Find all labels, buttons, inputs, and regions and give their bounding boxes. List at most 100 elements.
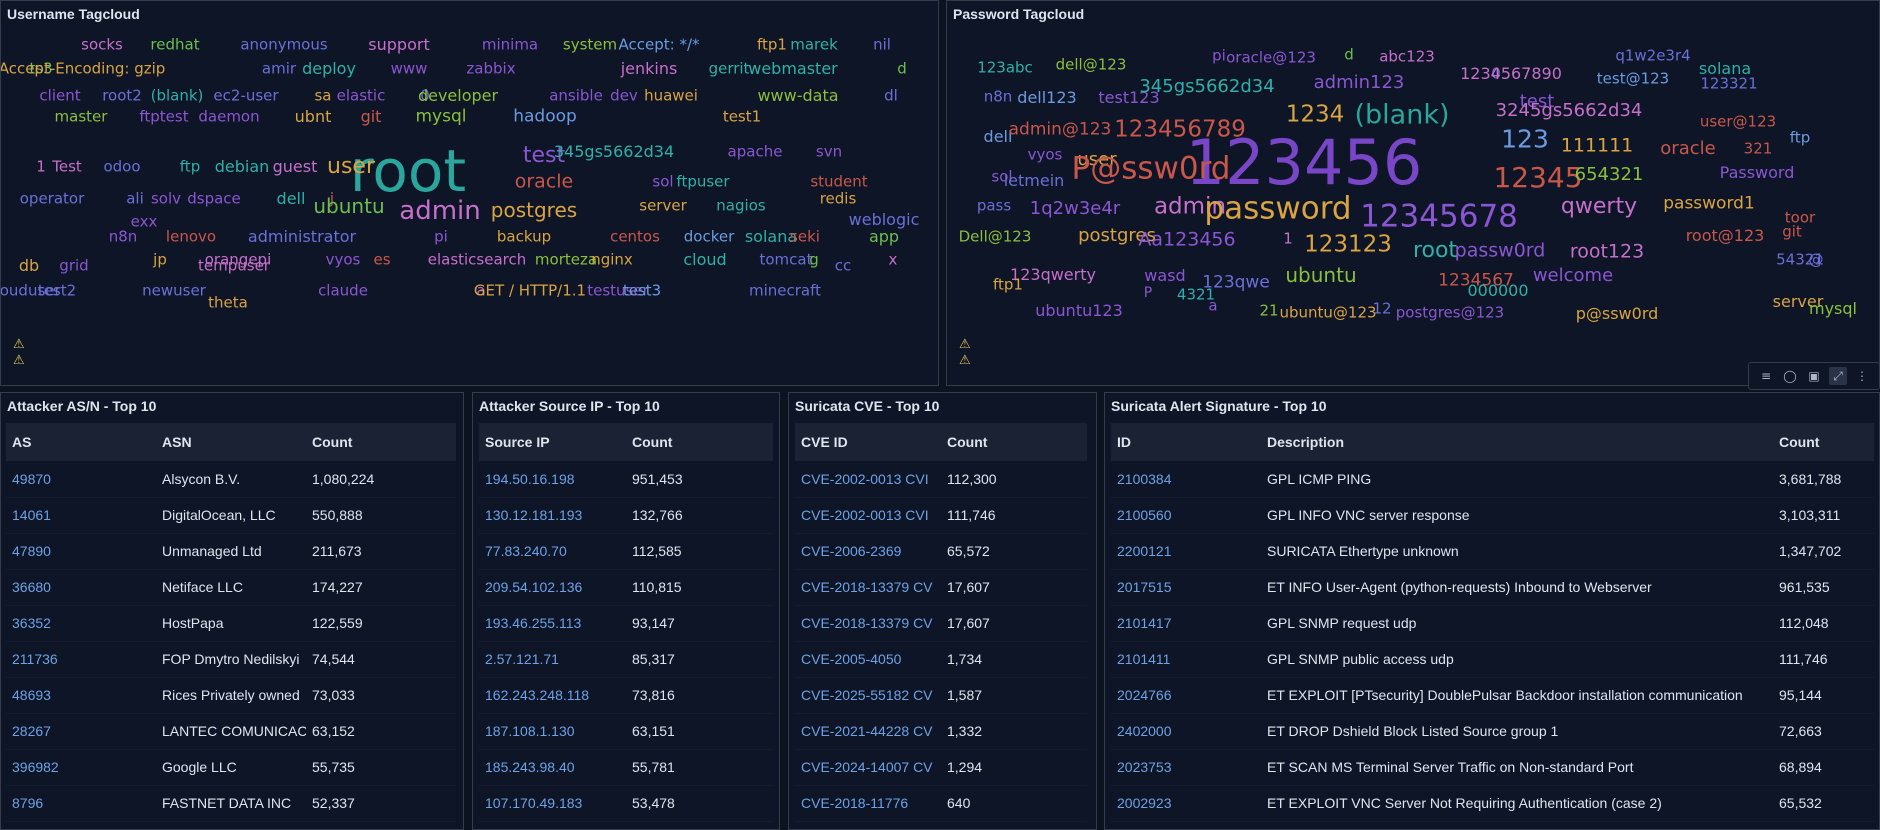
table-cell[interactable]: 14061 xyxy=(6,497,156,534)
tag[interactable]: Password xyxy=(1719,163,1795,182)
tag[interactable]: root123 xyxy=(1569,240,1645,263)
tag[interactable]: administrator xyxy=(247,227,357,246)
tag[interactable]: a xyxy=(476,281,486,300)
tag[interactable]: redis xyxy=(819,189,857,208)
tag[interactable]: elasticsearch xyxy=(427,250,527,269)
table-cell[interactable]: CVE-2025-55182 CV xyxy=(795,677,941,714)
table-cell[interactable]: 2101411 xyxy=(1111,641,1261,678)
tag[interactable]: master xyxy=(54,107,108,126)
tag[interactable]: 1234 xyxy=(1285,101,1345,128)
tag[interactable]: password xyxy=(1204,190,1352,227)
tag[interactable]: 12345 xyxy=(1493,161,1583,194)
tag[interactable]: 3245gs5662d34 xyxy=(1495,100,1643,121)
tag[interactable]: 123qwerty xyxy=(1010,265,1096,284)
tag[interactable]: password1 xyxy=(1663,193,1755,214)
tag[interactable]: mysql xyxy=(415,106,467,127)
tag[interactable]: root xyxy=(1412,238,1458,263)
tag[interactable]: nginx xyxy=(591,250,633,269)
tag[interactable]: d xyxy=(897,59,907,78)
tag[interactable]: developer xyxy=(417,86,499,105)
tag[interactable]: dev xyxy=(610,86,638,105)
tag[interactable]: oracle xyxy=(1660,138,1716,159)
tag[interactable]: Accept: */* xyxy=(618,35,700,54)
tag[interactable]: zabbix xyxy=(466,59,516,78)
tag[interactable]: (blank) xyxy=(1354,99,1450,131)
tag[interactable]: 1234567890 xyxy=(1460,64,1562,83)
tag[interactable]: n8n xyxy=(983,87,1013,106)
tag[interactable]: system xyxy=(562,35,618,54)
tag[interactable]: j xyxy=(329,189,335,208)
tag[interactable]: qwerty xyxy=(1560,194,1638,219)
tag[interactable]: exx xyxy=(130,212,158,231)
table-cell[interactable]: CVE-2002-0013 CVI xyxy=(795,497,941,534)
tag[interactable]: claude xyxy=(318,281,368,300)
tag[interactable]: 54321 xyxy=(1776,250,1824,269)
tag[interactable]: jp xyxy=(153,250,167,269)
tag[interactable]: redhat xyxy=(150,35,200,54)
tag[interactable]: daemon xyxy=(198,107,260,126)
tag[interactable]: Accept-Encoding: gzip xyxy=(0,59,166,78)
table-cell[interactable]: 2101417 xyxy=(1111,605,1261,642)
tag[interactable]: g xyxy=(809,250,819,269)
tag[interactable]: test@123 xyxy=(1596,69,1670,88)
tag[interactable]: ec2-user xyxy=(213,86,279,105)
tag[interactable]: welcome xyxy=(1532,265,1614,286)
tag[interactable]: letmein xyxy=(1003,171,1065,190)
table-cell[interactable]: 2002923 xyxy=(1111,785,1261,822)
tag[interactable]: 123qwe xyxy=(1202,272,1270,293)
column-header[interactable]: ID xyxy=(1111,423,1261,461)
tag[interactable]: root xyxy=(349,137,467,205)
tag[interactable]: ts3 xyxy=(29,59,53,78)
tag[interactable]: dl xyxy=(884,86,898,105)
tag[interactable]: seki xyxy=(790,227,820,246)
tag[interactable]: clouduser xyxy=(0,281,61,300)
tag[interactable]: dell xyxy=(276,189,306,208)
tag[interactable]: test xyxy=(1519,91,1555,112)
tag[interactable]: lenovo xyxy=(165,227,217,246)
column-header[interactable]: AS xyxy=(6,423,156,461)
tag[interactable]: 12 xyxy=(1372,299,1392,318)
tag[interactable]: test xyxy=(522,143,566,168)
tag[interactable]: Dell@123 xyxy=(958,227,1032,246)
tag[interactable]: ansible xyxy=(549,86,603,105)
tag[interactable]: 345gs5662d34 xyxy=(1139,76,1275,97)
table-cell[interactable]: 2024766 xyxy=(1111,677,1261,714)
table-cell[interactable]: 36352 xyxy=(6,605,156,642)
tag[interactable]: dell@123 xyxy=(1055,55,1127,74)
column-header[interactable]: CVE ID xyxy=(795,423,941,461)
tag[interactable]: ftp1 xyxy=(757,35,787,54)
tag[interactable]: toor xyxy=(1784,208,1816,227)
tag[interactable]: d xyxy=(1344,45,1354,64)
table-cell[interactable]: CVE-2002-0013 CVI xyxy=(795,461,941,498)
table-cell[interactable]: 2023753 xyxy=(1111,749,1261,786)
warning-icon[interactable]: ⚠ xyxy=(959,337,971,352)
tag[interactable]: es xyxy=(373,250,391,269)
tag[interactable]: abc123 xyxy=(1379,47,1435,66)
tag[interactable]: apache xyxy=(727,142,783,161)
tag[interactable]: sol xyxy=(652,172,674,191)
tag[interactable]: sol xyxy=(991,167,1013,186)
table-cell[interactable]: 162.243.248.118 xyxy=(479,677,626,714)
tag[interactable]: nil xyxy=(873,35,891,54)
tag[interactable]: oracle xyxy=(514,170,574,193)
tag[interactable]: solana xyxy=(744,227,798,246)
tag[interactable]: dspace xyxy=(187,189,241,208)
table-cell[interactable]: CVE-2021-44228 CV xyxy=(795,713,941,750)
tag[interactable]: sa xyxy=(314,86,332,105)
tag[interactable]: 123456 xyxy=(1185,126,1423,199)
tag[interactable]: test2 xyxy=(37,281,77,300)
table-cell[interactable]: 209.54.102.136 xyxy=(479,569,626,606)
tag[interactable]: Aa123456 xyxy=(1138,228,1236,251)
column-header[interactable]: Description xyxy=(1261,423,1773,461)
tag[interactable]: 123321 xyxy=(1700,74,1758,93)
warning-icon[interactable]: ⚠ xyxy=(959,353,971,368)
inspect-icon[interactable]: ▣ xyxy=(1808,369,1820,383)
tag[interactable]: q1w2e3r4 xyxy=(1615,46,1691,65)
tag[interactable]: www-data xyxy=(757,86,839,105)
table-cell[interactable]: CVE-2006-2369 xyxy=(795,533,941,570)
tag[interactable]: GET / HTTP/1.1 xyxy=(473,281,587,300)
table-cell[interactable]: 36680 xyxy=(6,569,156,606)
tag[interactable]: ali xyxy=(126,189,144,208)
column-header[interactable]: Count xyxy=(941,423,1087,461)
tag[interactable]: server xyxy=(1772,292,1824,311)
